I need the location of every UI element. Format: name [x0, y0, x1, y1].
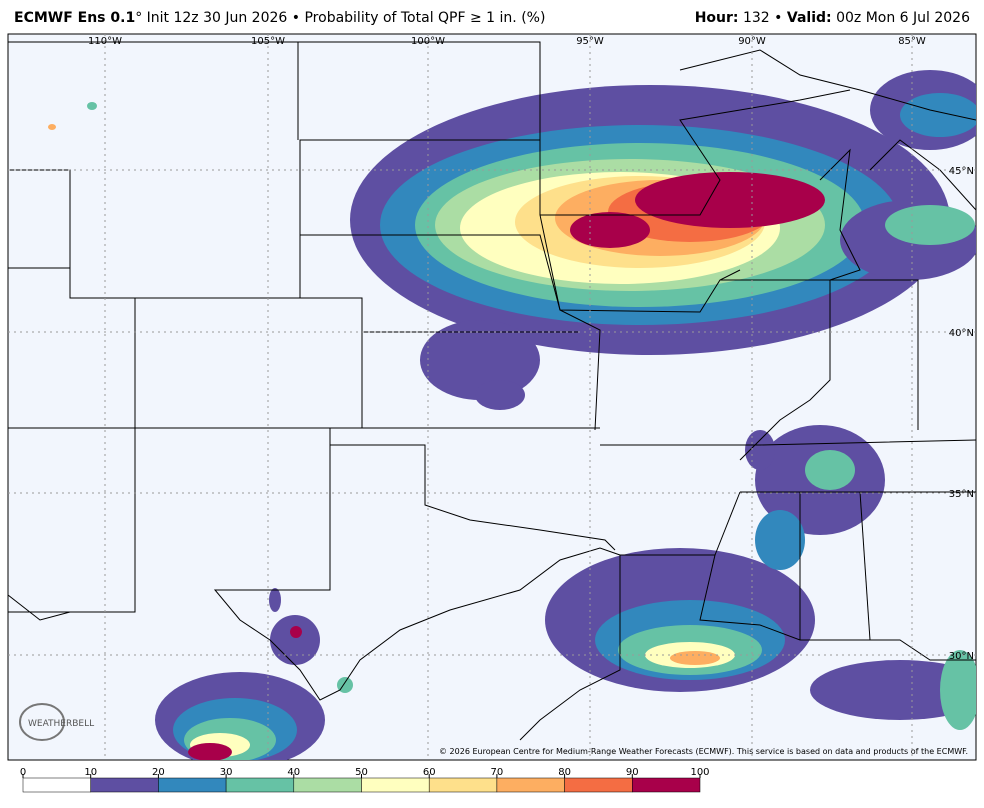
lon-label: 95°W [576, 36, 604, 47]
colorbar-segment [496, 777, 565, 793]
colorbar-segment [90, 777, 159, 793]
colorbar-segment [428, 777, 498, 793]
texas-border [213, 445, 621, 741]
state-border [600, 439, 976, 446]
precip-area [270, 615, 320, 665]
colorbar-segment [158, 777, 227, 793]
precip-field [48, 70, 976, 760]
colorbar-tick-label: 0 [20, 767, 26, 778]
product: Probability of Total QPF ≥ 1 in. (%) [304, 10, 546, 26]
precip-area [87, 102, 97, 110]
colorbar-tick-label: 90 [626, 767, 639, 778]
state-border [329, 428, 616, 551]
lat-label: 40°N [949, 328, 974, 339]
coastline [679, 49, 976, 121]
logo-text: WEATHERBELL [28, 719, 94, 729]
separator: • [291, 10, 301, 26]
hour: 132 [742, 10, 770, 26]
valid-label: Valid: [786, 10, 832, 26]
precip-area [670, 651, 720, 665]
colorbar-segment [564, 777, 633, 793]
header-right: Hour: 132 • Valid: 00z Mon 6 Jul 2026 [695, 10, 970, 26]
colorbar-tick-label: 50 [355, 767, 368, 778]
state-border [540, 89, 851, 216]
precip-area [755, 510, 805, 570]
init: ° Init 12z 30 Jun 2026 [135, 10, 288, 26]
precip-area [810, 660, 976, 720]
lake-michigan [819, 148, 861, 281]
precip-area [900, 93, 976, 137]
coastline [869, 139, 976, 211]
colorbar-tick-label: 70 [491, 767, 504, 778]
valid: 00z Mon 6 Jul 2026 [836, 10, 970, 26]
state-border [8, 41, 541, 299]
borders [8, 41, 976, 741]
colorbar: 0 10 20 30 40 50 60 70 80 90 100 [20, 767, 710, 793]
logo-mark [19, 703, 65, 741]
header: ECMWF Ens 0.1° Init 12z 30 Jun 2026 • Pr… [0, 0, 984, 34]
precip-area [570, 212, 650, 248]
graticule-labels: 110°W 105°W 100°W 95°W 90°W 85°W 45°N 40°N 35°N 3… [88, 36, 974, 662]
state-border [8, 298, 136, 613]
header-left: ECMWF Ens 0.1° Init 12z 30 Jun 2026 • Pr… [14, 10, 545, 26]
colorbar-tick-label: 100 [690, 767, 709, 778]
lat-label: 45°N [949, 166, 974, 177]
precip-area [475, 380, 525, 410]
precip-area [805, 450, 855, 490]
colorbar-segment [361, 777, 430, 793]
precip-area [269, 588, 281, 612]
state-border [620, 554, 761, 626]
lon-label: 85°W [898, 36, 926, 47]
credit: © 2026 European Centre for Medium-Range … [439, 747, 968, 756]
hour-label: Hour: [694, 10, 739, 26]
logo: WEATHERBELL [19, 703, 94, 741]
separator: • [774, 10, 783, 26]
model: ECMWF Ens 0.1 [14, 10, 136, 26]
state-border [714, 491, 741, 556]
colorbar-segment [22, 777, 91, 793]
lon-label: 90°W [738, 36, 766, 47]
lat-label: 35°N [949, 489, 974, 500]
colorbar-tick-label: 20 [152, 767, 165, 778]
lon-label: 105°W [251, 36, 285, 47]
coastline [759, 624, 976, 661]
precip-area [885, 205, 975, 245]
colorbar-segment [632, 777, 701, 793]
colorbar-tick-label: 40 [287, 767, 300, 778]
state-border [539, 140, 741, 313]
colorbar-tick-label: 60 [423, 767, 436, 778]
state-border [8, 594, 71, 621]
colorbar-segment [293, 777, 362, 793]
precip-area [188, 743, 232, 760]
lat-label: 30°N [949, 651, 974, 662]
state-border [859, 491, 871, 641]
colorbar-tick-label: 10 [84, 767, 97, 778]
colorbar-tick-label: 80 [558, 767, 571, 778]
precip-area [290, 626, 302, 638]
precip-area [420, 320, 540, 400]
lon-label: 110°W [88, 36, 122, 47]
state-border [830, 279, 919, 430]
precip-area [635, 172, 825, 228]
precip-area [940, 650, 976, 730]
colorbar-segment [225, 777, 295, 793]
colorbar-tick-label: 30 [220, 767, 233, 778]
lon-label: 100°W [411, 36, 445, 47]
precip-area [48, 124, 56, 130]
graticule [8, 34, 976, 760]
